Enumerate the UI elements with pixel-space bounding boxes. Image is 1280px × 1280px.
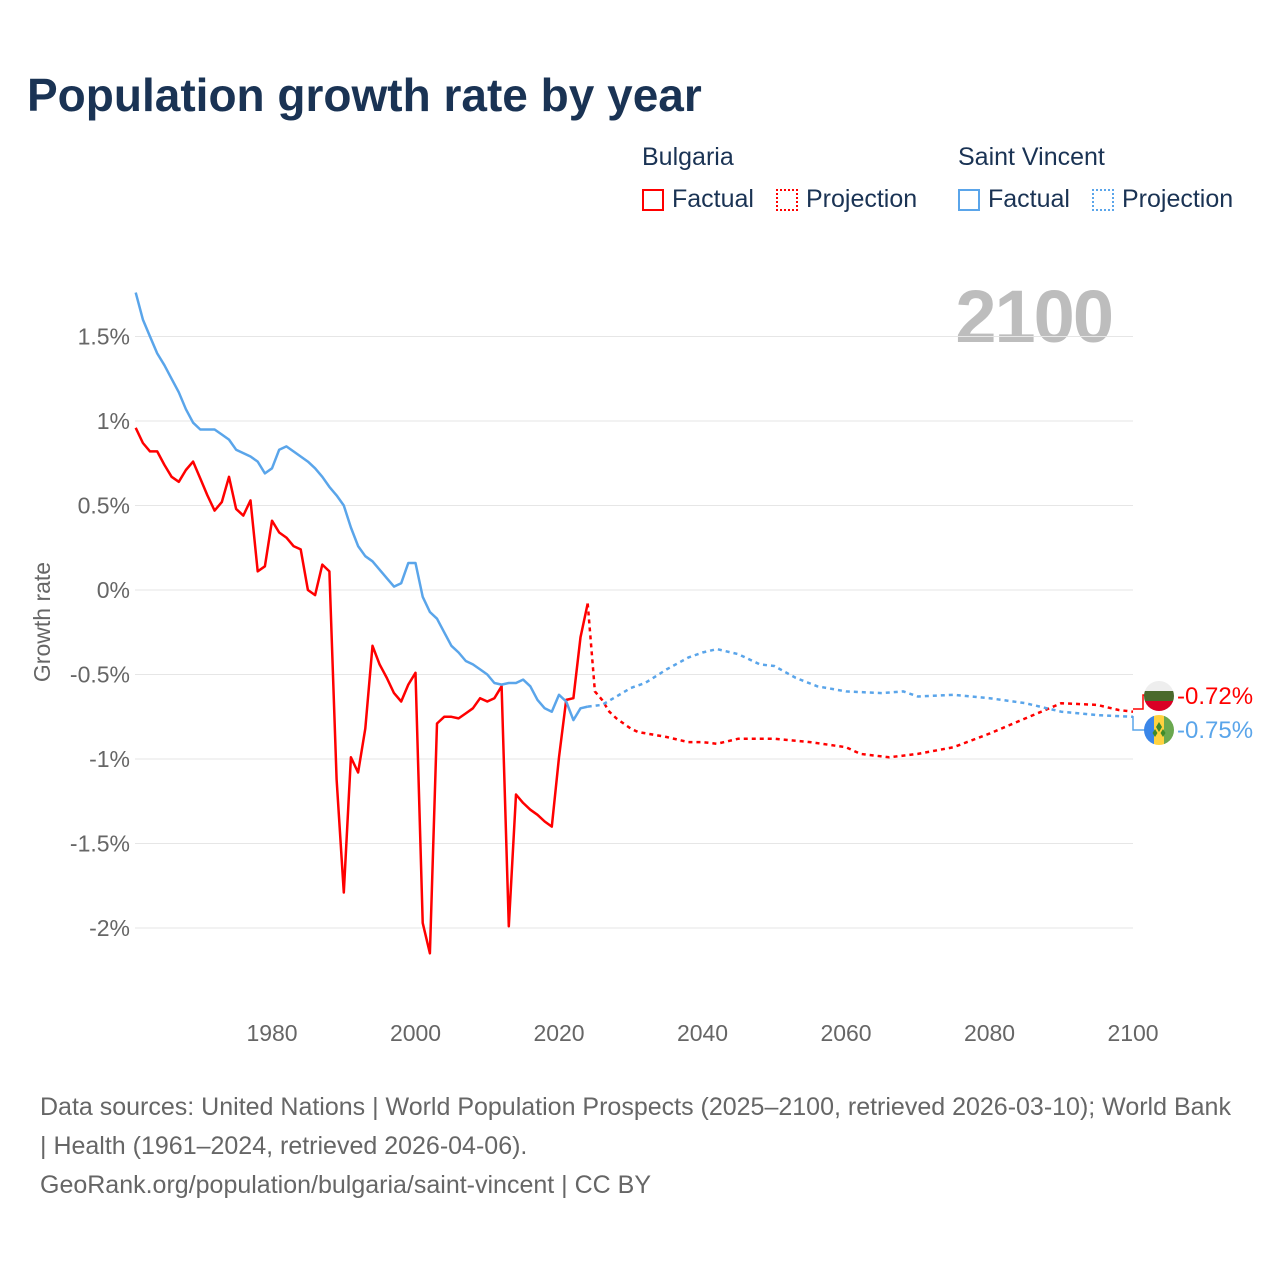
legend-swatch-solid xyxy=(642,188,664,211)
bulgaria-end-value: -0.72% xyxy=(1177,683,1253,710)
y-tick-label: -1% xyxy=(89,746,130,772)
legend-label: Factual xyxy=(988,185,1070,213)
x-tick-label: 2060 xyxy=(820,1020,871,1046)
legend-item-saint-vincent-projection[interactable]: Projection xyxy=(1092,185,1233,214)
x-tick-label: 2040 xyxy=(677,1020,728,1046)
legend-group-title: Bulgaria xyxy=(642,143,734,171)
legend-label: Factual xyxy=(672,185,754,213)
legend-label: Projection xyxy=(806,185,918,213)
legend-item-bulgaria-factual[interactable]: Factual xyxy=(642,185,754,214)
legend-label: Projection xyxy=(1122,185,1234,213)
y-tick-label: -0.5% xyxy=(70,662,130,688)
x-tick-label: 2100 xyxy=(1107,1020,1158,1046)
y-tick-label: 1% xyxy=(97,408,130,434)
legend-group-title: Saint Vincent xyxy=(958,143,1105,171)
current-year-label: 2100 xyxy=(955,275,1114,358)
y-tick-label: 0.5% xyxy=(78,493,130,519)
legend-item-saint-vincent-factual[interactable]: Factual xyxy=(958,185,1070,214)
bulgaria-flag-icon xyxy=(1144,681,1174,711)
series-line-saint-vincent-factual xyxy=(134,292,588,722)
x-tick-label: 2020 xyxy=(533,1020,584,1046)
credit-link[interactable]: GeoRank.org/population/bulgaria/saint-vi… xyxy=(40,1171,651,1199)
chart-title: Population growth rate by year xyxy=(27,69,702,121)
legend-item-bulgaria-projection[interactable]: Projection xyxy=(776,185,917,214)
y-tick-label: -1.5% xyxy=(70,831,130,857)
footer: Data sources: United Nations | World Pop… xyxy=(40,1088,1240,1205)
x-tick-label: 2080 xyxy=(964,1020,1015,1046)
y-tick-label: 1.5% xyxy=(78,324,130,350)
legend-swatch-dotted xyxy=(776,188,798,211)
series-line-bulgaria-projection xyxy=(586,603,1134,759)
y-tick-label: -2% xyxy=(89,915,130,941)
x-tick-label: 2000 xyxy=(390,1020,441,1046)
saint-vincent-flag-icon xyxy=(1144,715,1174,745)
series-line-saint-vincent-projection xyxy=(587,647,1134,719)
x-tick-label: 1980 xyxy=(246,1020,297,1046)
series-line-bulgaria-factual xyxy=(134,427,589,955)
data-sources: Data sources: United Nations | World Pop… xyxy=(40,1093,1231,1160)
y-tick-label: 0% xyxy=(97,577,130,603)
legend-swatch-solid xyxy=(958,188,980,211)
legend-swatch-dotted xyxy=(1092,188,1114,211)
saint-vincent-end-value: -0.75% xyxy=(1177,717,1253,744)
y-axis-label: Growth rate xyxy=(29,562,55,682)
